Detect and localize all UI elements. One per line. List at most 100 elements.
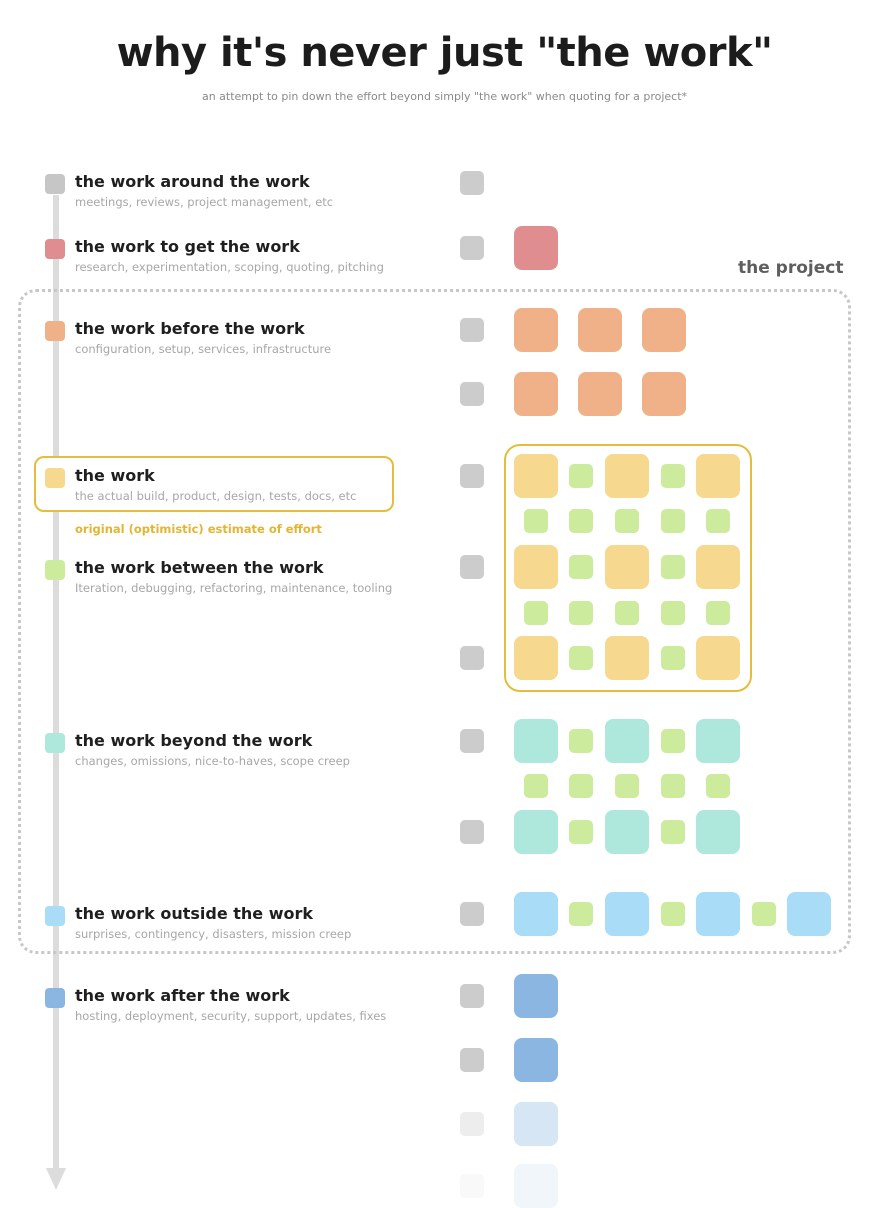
effort-cell-work xyxy=(696,454,740,498)
category-subtitle: configuration, setup, services, infrastr… xyxy=(75,342,332,356)
effort-cell-after xyxy=(514,1102,558,1146)
effort-cell-before xyxy=(514,372,558,416)
effort-cell-outside xyxy=(696,892,740,936)
estimate-highlight xyxy=(34,456,394,512)
category-subtitle: meetings, reviews, project management, e… xyxy=(75,195,334,209)
effort-cell-outside xyxy=(514,892,558,936)
category-swatch xyxy=(45,906,65,926)
effort-cell-work xyxy=(514,636,558,680)
category-swatch xyxy=(45,468,65,488)
timeline-line xyxy=(53,195,59,1170)
effort-cell-beyond xyxy=(605,719,649,763)
project-boundary xyxy=(18,289,851,954)
category-title: the work outside the work xyxy=(75,904,314,923)
pm-marker xyxy=(460,236,484,260)
effort-cell-work xyxy=(696,545,740,589)
effort-cell-before xyxy=(642,372,686,416)
effort-cell-after xyxy=(514,974,558,1018)
effort-cell-between xyxy=(661,820,685,844)
pm-marker xyxy=(460,1112,484,1136)
category-work: the work the actual build, product, desi… xyxy=(45,466,435,510)
category-before: the work before the work configuration, … xyxy=(45,319,435,363)
category-title: the work between the work xyxy=(75,558,324,577)
pm-marker xyxy=(460,318,484,342)
effort-cell-beyond xyxy=(605,810,649,854)
category-subtitle: changes, omissions, nice-to-haves, scope… xyxy=(75,754,350,768)
effort-cell-beyond xyxy=(514,810,558,854)
category-title: the work after the work xyxy=(75,986,290,1005)
effort-cell-work xyxy=(514,454,558,498)
effort-cell-between xyxy=(661,464,685,488)
category-beyond: the work beyond the work changes, omissi… xyxy=(45,731,435,775)
timeline-arrow-icon xyxy=(46,1168,66,1190)
effort-cell-between xyxy=(569,509,593,533)
pm-marker xyxy=(460,984,484,1008)
category-title: the work around the work xyxy=(75,172,310,191)
effort-cell-before xyxy=(578,372,622,416)
effort-cell-between xyxy=(569,729,593,753)
effort-cell-work xyxy=(605,454,649,498)
effort-cell-between xyxy=(569,464,593,488)
category-between: the work between the work Iteration, deb… xyxy=(45,558,435,602)
effort-cell-between xyxy=(661,555,685,579)
effort-cell-after xyxy=(514,1038,558,1082)
effort-cell-between xyxy=(524,509,548,533)
effort-cell-between xyxy=(661,646,685,670)
category-swatch xyxy=(45,321,65,341)
effort-cell-before xyxy=(642,308,686,352)
pm-marker xyxy=(460,555,484,579)
effort-cell-between xyxy=(569,555,593,579)
pm-marker xyxy=(460,171,484,195)
effort-cell-outside xyxy=(605,892,649,936)
effort-cell-before xyxy=(514,308,558,352)
category-title: the work before the work xyxy=(75,319,305,338)
category-swatch xyxy=(45,988,65,1008)
effort-cell-between xyxy=(615,774,639,798)
category-subtitle: research, experimentation, scoping, quot… xyxy=(75,260,384,274)
effort-cell-get xyxy=(514,226,558,270)
effort-cell-between xyxy=(569,902,593,926)
category-subtitle: hosting, deployment, security, support, … xyxy=(75,1009,387,1023)
effort-cell-between xyxy=(615,601,639,625)
effort-cell-beyond xyxy=(514,719,558,763)
pm-marker xyxy=(460,382,484,406)
category-get: the work to get the work research, exper… xyxy=(45,237,435,281)
effort-cell-between xyxy=(706,774,730,798)
effort-cell-outside xyxy=(787,892,831,936)
pm-marker xyxy=(460,1174,484,1198)
project-label: the project xyxy=(738,258,844,278)
page-subtitle: an attempt to pin down the effort beyond… xyxy=(201,90,688,103)
page-title: why it's never just "the work" xyxy=(116,30,773,76)
effort-cell-work xyxy=(605,545,649,589)
category-swatch xyxy=(45,239,65,259)
effort-cell-between xyxy=(569,774,593,798)
category-around: the work around the work meetings, revie… xyxy=(45,172,435,216)
category-swatch xyxy=(45,560,65,580)
effort-cell-between xyxy=(706,601,730,625)
pm-marker xyxy=(460,729,484,753)
pm-marker xyxy=(460,646,484,670)
category-title: the work to get the work xyxy=(75,237,300,256)
effort-cell-between xyxy=(524,601,548,625)
effort-cell-beyond xyxy=(696,810,740,854)
category-after: the work after the work hosting, deploym… xyxy=(45,986,435,1030)
effort-cell-between xyxy=(661,729,685,753)
effort-cell-beyond xyxy=(696,719,740,763)
effort-cell-between xyxy=(661,601,685,625)
pm-marker xyxy=(460,902,484,926)
pm-marker xyxy=(460,1048,484,1072)
estimate-boundary xyxy=(504,444,752,692)
category-subtitle: surprises, contingency, disasters, missi… xyxy=(75,927,352,941)
effort-cell-between xyxy=(661,774,685,798)
effort-cell-between xyxy=(706,509,730,533)
effort-cell-between xyxy=(615,509,639,533)
effort-cell-between xyxy=(569,601,593,625)
effort-cell-between xyxy=(524,774,548,798)
category-subtitle: the actual build, product, design, tests… xyxy=(75,489,357,503)
effort-cell-work xyxy=(514,545,558,589)
category-title: the work beyond the work xyxy=(75,731,313,750)
effort-cell-after xyxy=(514,1164,558,1208)
effort-cell-work xyxy=(696,636,740,680)
effort-cell-before xyxy=(578,308,622,352)
effort-cell-between xyxy=(752,902,776,926)
